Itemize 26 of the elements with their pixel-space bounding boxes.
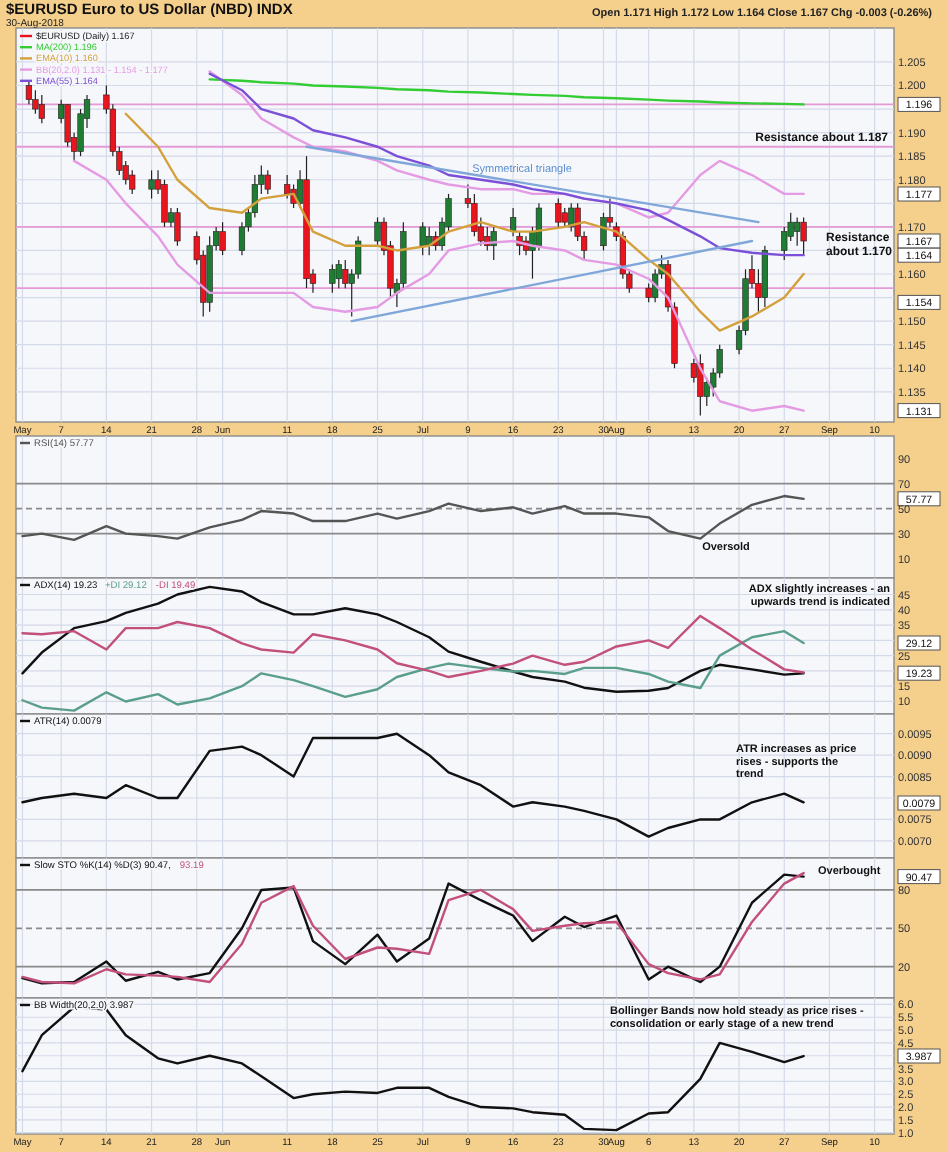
candlestick — [264, 169, 271, 195]
candlestick — [174, 207, 181, 247]
candlestick — [284, 174, 291, 200]
candlestick — [329, 263, 336, 294]
line-series — [208, 78, 805, 106]
candlestick — [32, 89, 39, 115]
candlestick — [335, 259, 342, 289]
candlestick — [219, 221, 226, 256]
candlestick — [697, 353, 704, 416]
candlestick — [568, 202, 575, 233]
candlestick — [510, 207, 517, 237]
candlestick — [555, 198, 562, 228]
candlestick — [129, 169, 136, 195]
line-series — [21, 494, 805, 542]
candlestick — [148, 169, 155, 200]
candlestick — [561, 207, 568, 228]
candlestick — [38, 94, 45, 124]
candlestick — [374, 216, 381, 247]
candlestick — [794, 216, 801, 247]
line-series — [21, 614, 805, 679]
line-series — [21, 1005, 805, 1132]
line-series — [72, 159, 805, 412]
line-series — [21, 629, 805, 712]
candlestick — [761, 245, 768, 308]
candlestick — [800, 216, 807, 256]
candlestick — [419, 221, 426, 256]
